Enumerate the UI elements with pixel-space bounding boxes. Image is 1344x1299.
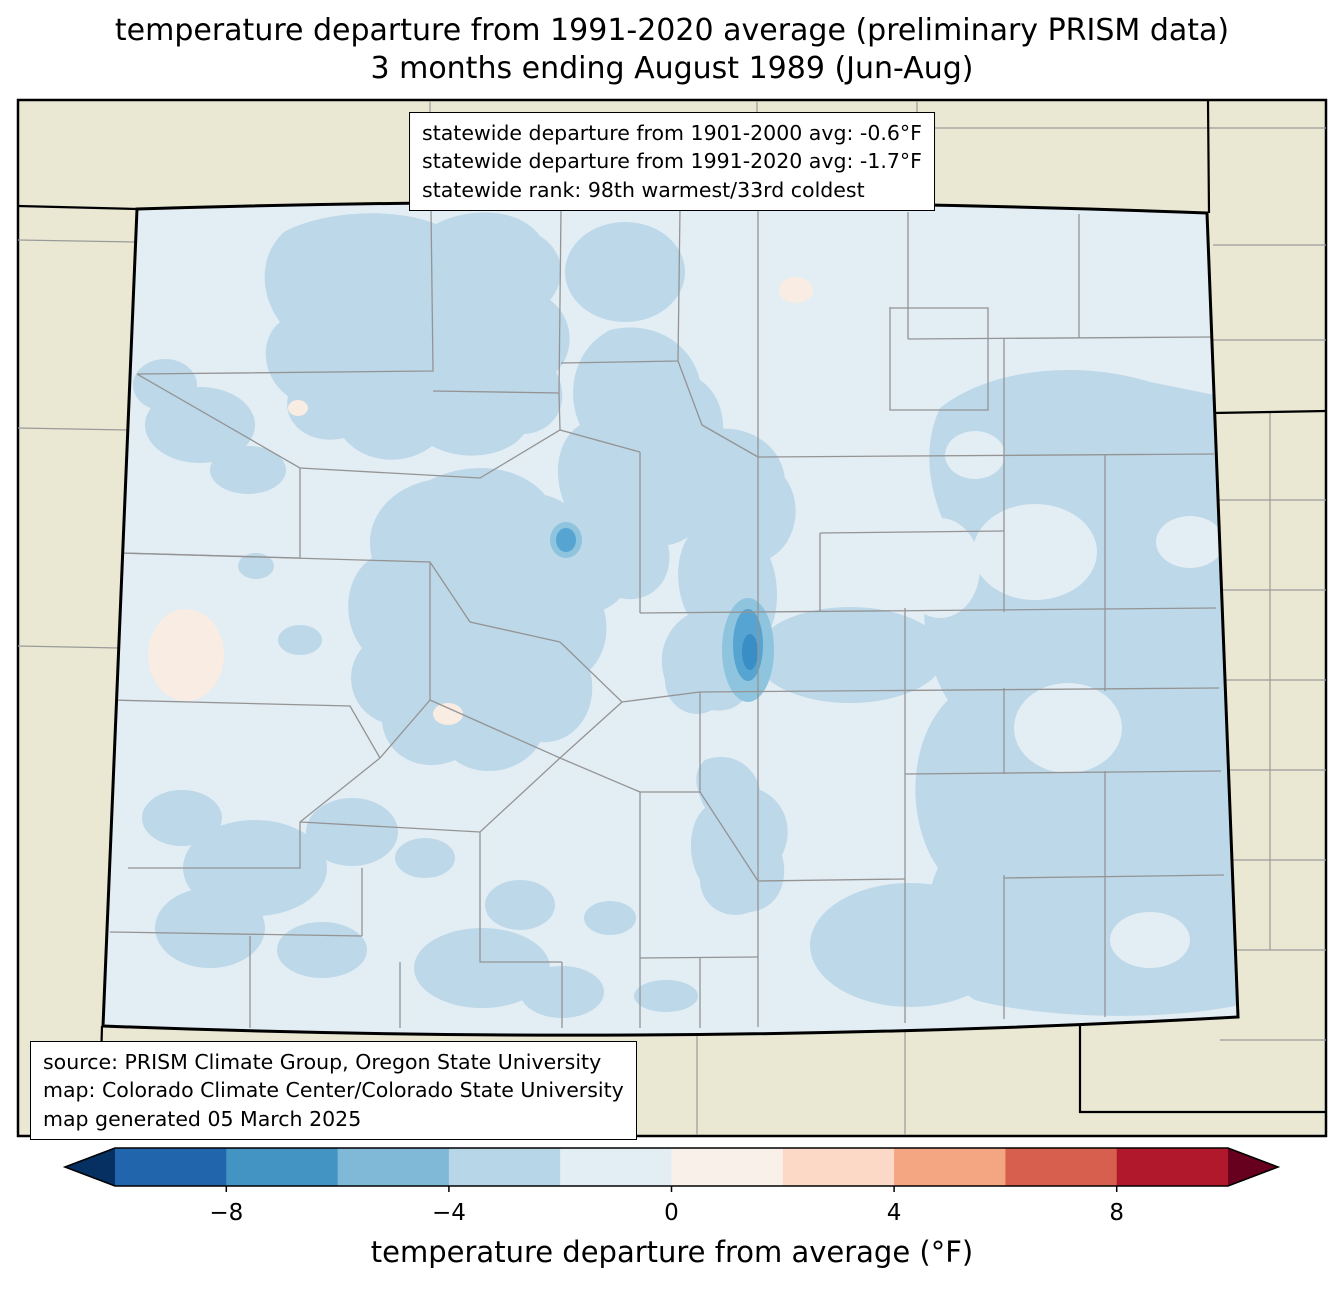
anomaly-patches-warm-part xyxy=(288,400,308,416)
anomaly-patches-warm-part xyxy=(148,609,224,701)
county-lines-part xyxy=(819,530,1005,534)
colorbar-left-arrow xyxy=(65,1148,115,1186)
title-line-1: temperature departure from 1991-2020 ave… xyxy=(114,13,1230,48)
anomaly-patches-light-part xyxy=(210,446,286,494)
colorbar-axis-label: temperature departure from average (°F) xyxy=(371,1235,973,1269)
anomaly-patches-light-part xyxy=(278,625,322,655)
page-title: temperature departure from 1991-2020 ave… xyxy=(0,12,1344,89)
county-lines-part xyxy=(699,687,1220,693)
stats-line-1: statewide departure from 1901-2000 avg: … xyxy=(422,121,922,145)
state-border-lines-part xyxy=(17,204,138,211)
state-border-lines-part xyxy=(1206,100,1211,214)
colorbar-segment xyxy=(337,1148,450,1186)
county-lines-part xyxy=(1003,874,1225,879)
colorbar-segment xyxy=(226,1148,339,1186)
anomaly-patches-light-part xyxy=(690,756,788,915)
colorbar-tick-label: −8 xyxy=(209,1200,243,1226)
colorado-region xyxy=(103,201,1238,1036)
title-line-2: 3 months ending August 1989 (Jun-Aug) xyxy=(370,51,974,87)
colorbar-tick-label: 8 xyxy=(1109,1200,1124,1226)
anomaly-patches-light-part xyxy=(810,883,1010,1007)
anomaly-holes-pale-part xyxy=(900,518,980,618)
anomaly-holes-pale-part xyxy=(1110,912,1190,968)
anomaly-patches-light-part xyxy=(348,468,607,772)
anomaly-patches-light-part xyxy=(306,798,398,866)
colorbar-body: −8 −4 0 4 8 xyxy=(62,1147,1281,1226)
county-lines-part xyxy=(128,822,301,869)
anomaly-holes-pale-part xyxy=(973,504,1097,600)
county-lines-part xyxy=(639,607,1217,614)
colorbar-segment xyxy=(115,1148,227,1186)
neighbor-county-lines-part xyxy=(17,645,120,649)
colorbar-outline xyxy=(62,1147,1281,1187)
county-lines-part xyxy=(757,878,906,882)
anomaly-patches-light-part xyxy=(142,790,222,846)
statewide-stats-box: statewide departure from 1901-2000 avg: … xyxy=(409,112,935,211)
colorbar-tick-label: 4 xyxy=(887,1200,902,1226)
anomaly-patches-light-part xyxy=(155,888,265,968)
colorbar: −8 −4 0 4 8 temperature departure from avera… xyxy=(62,1147,1281,1269)
colorbar-segment xyxy=(671,1148,784,1186)
anomaly-patches-light-part xyxy=(565,222,685,322)
colorbar-tick-label: 0 xyxy=(664,1200,679,1226)
county-lines-part xyxy=(479,832,562,963)
anomaly-patches-dark-part xyxy=(556,528,576,552)
anomaly-holes-pale-part xyxy=(1014,683,1122,773)
anomaly-patches-dark xyxy=(550,522,774,702)
county-lines-part xyxy=(136,208,434,375)
anomaly-patches-light-part xyxy=(485,880,555,930)
county-lines-part xyxy=(558,392,561,431)
county-lines-part xyxy=(677,360,759,458)
anomaly-patches-light-part xyxy=(584,901,636,935)
anomaly-patches-warm xyxy=(148,277,813,725)
anomaly-patches-light-part xyxy=(264,212,570,460)
source-line-1: source: PRISM Climate Group, Oregon Stat… xyxy=(43,1050,602,1074)
colorbar-tick-label: −4 xyxy=(432,1200,466,1226)
county-lines-part xyxy=(699,791,759,882)
county-lines-part xyxy=(639,956,759,959)
colorbar-right-arrow xyxy=(1228,1148,1278,1186)
anomaly-patches-light-part xyxy=(634,980,698,1012)
county-lines-part xyxy=(299,429,641,479)
stats-line-2: statewide departure from 1991-2020 avg: … xyxy=(422,149,922,174)
neighbor-county-lines-part xyxy=(17,427,129,431)
county-lines-part xyxy=(109,699,381,759)
county-lines-part xyxy=(757,453,1215,458)
anomaly-patches-light-part xyxy=(133,359,197,411)
source-line-2: map: Colorado Climate Center/Colorado St… xyxy=(43,1078,624,1103)
colorbar-segment xyxy=(448,1148,561,1186)
anomaly-patches-warm-part xyxy=(433,703,463,725)
colorbar-segment xyxy=(782,1148,895,1186)
county-lines-part xyxy=(889,307,989,411)
colorbar-segment xyxy=(1005,1148,1118,1186)
county-lines-part xyxy=(119,552,561,643)
anomaly-holes-pale-part xyxy=(1156,516,1224,568)
county-lines-part xyxy=(109,931,363,937)
stats-line-3: statewide rank: 98th warmest/33rd coldes… xyxy=(422,177,865,202)
colorbar-segment xyxy=(894,1148,1006,1186)
colorbar-segment xyxy=(1116,1148,1229,1186)
county-lines-part xyxy=(299,757,381,823)
county-lines xyxy=(109,208,1225,1028)
anomaly-patches-light-part xyxy=(238,553,274,579)
source-attribution-box: source: PRISM Climate Group, Oregon Stat… xyxy=(30,1041,637,1140)
anomaly-patches-light-part xyxy=(277,922,367,978)
anomaly-patches-light-part xyxy=(755,607,945,703)
anomaly-patches-light-part xyxy=(414,928,550,1008)
colorbar-segment xyxy=(560,1148,673,1186)
county-lines-part xyxy=(907,336,1213,340)
state-border-lines-part xyxy=(1078,1017,1326,1114)
state-border-lines-part xyxy=(1212,409,1327,415)
anomaly-patches-light-part xyxy=(395,838,455,878)
neighbor-county-lines-part xyxy=(17,239,137,243)
anomaly-patches-light-part xyxy=(548,327,724,613)
anomaly-patches-dark-part xyxy=(742,634,758,670)
source-line-3: map generated 05 March 2025 xyxy=(43,1106,362,1131)
county-lines-part xyxy=(904,770,1222,775)
anomaly-patches-warm-part xyxy=(779,277,813,303)
